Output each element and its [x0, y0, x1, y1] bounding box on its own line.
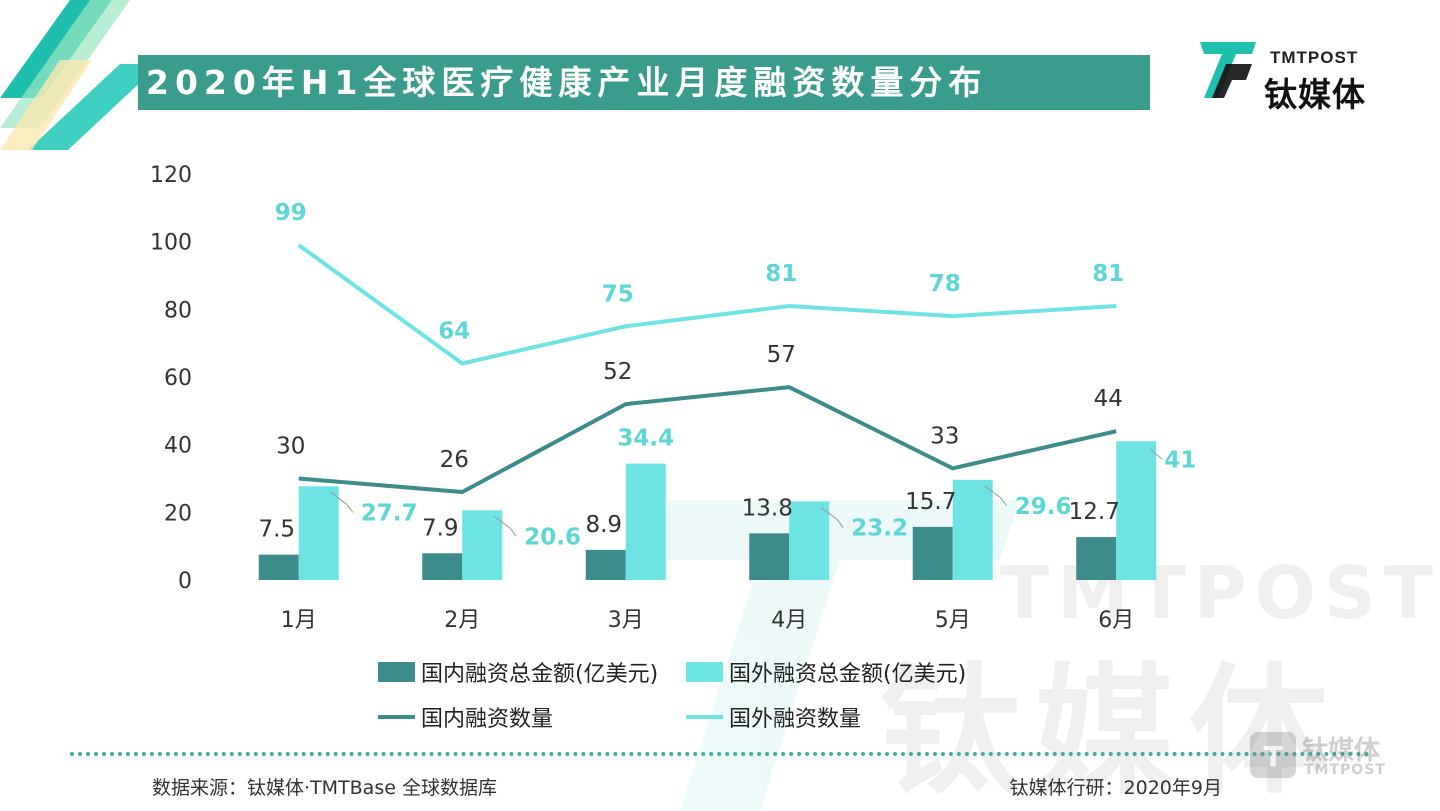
- leader-line: [984, 485, 1008, 507]
- y-tick-label: 0: [178, 569, 192, 594]
- data-label: 78: [929, 271, 961, 297]
- y-tick-label: 120: [150, 163, 192, 188]
- data-label: 13.8: [742, 495, 793, 521]
- brand-logo: TMTPOST 钛媒体: [1196, 36, 1396, 114]
- corner-watermark-cn: 钛媒体: [1302, 736, 1381, 766]
- bar: [422, 553, 463, 580]
- data-labels: 7.5 7.9 8.9 13.8 15.7 12.7 27.7 20.6 34.4 23.2 29.…: [258, 200, 1196, 550]
- bar: [1076, 537, 1117, 580]
- svg-text:T: T: [1263, 740, 1282, 773]
- x-tick-label: 4月: [771, 608, 807, 633]
- data-label: 8.9: [585, 512, 622, 538]
- tmtpost-logo-icon: [1200, 42, 1256, 98]
- data-label: 57: [767, 342, 796, 368]
- data-label: 81: [765, 261, 797, 287]
- bars: [258, 441, 1157, 580]
- x-tick-label: 3月: [608, 608, 644, 633]
- data-label: 27.7: [361, 500, 418, 526]
- logo-text-cn: 钛媒体: [1264, 75, 1366, 114]
- series-line: [297, 243, 1117, 366]
- corner-decoration: [0, 0, 160, 150]
- legend-label: 国外融资总金额(亿美元): [729, 662, 966, 687]
- corner-watermark-en: TMTPOST: [1304, 762, 1386, 778]
- credit-note: 钛媒体行研：2020年9月: [1009, 777, 1222, 799]
- bar: [462, 510, 503, 580]
- legend-label: 国外融资数量: [729, 707, 861, 732]
- lines: [297, 243, 1117, 495]
- data-label: 7.9: [422, 515, 459, 541]
- data-label: 64: [438, 318, 470, 344]
- bar: [1116, 441, 1157, 580]
- data-label: 44: [1094, 386, 1123, 412]
- series-line: [298, 385, 1117, 495]
- corner-watermark: T 钛媒体 TMTPOST: [1248, 728, 1398, 788]
- data-label: 7.5: [258, 517, 295, 543]
- x-tick-label: 2月: [444, 608, 480, 633]
- data-label: 12.7: [1069, 499, 1120, 525]
- data-label: 75: [602, 281, 634, 307]
- source-note: 数据来源：钛媒体·TMTBase 全球数据库: [152, 777, 497, 799]
- watermark-cn: 钛媒体: [880, 651, 1342, 811]
- x-axis: 1月 2月 3月 4月 5月 6月: [281, 608, 1135, 633]
- data-label: 99: [275, 200, 307, 226]
- data-label: 33: [930, 423, 959, 449]
- legend-swatch: [378, 662, 415, 682]
- bar: [258, 554, 299, 580]
- bar: [585, 549, 626, 580]
- data-label: 52: [603, 359, 632, 385]
- data-label: 15.7: [905, 489, 956, 515]
- tmtpost-watermark-icon: T: [1250, 732, 1296, 778]
- leader-line: [493, 515, 517, 537]
- data-label: 30: [276, 434, 305, 460]
- data-label: 81: [1092, 261, 1124, 287]
- x-tick-label: 1月: [281, 608, 317, 633]
- bar: [789, 501, 830, 580]
- data-label: 23.2: [851, 516, 908, 542]
- data-label: 29.6: [1015, 494, 1072, 520]
- y-tick-label: 80: [164, 298, 192, 323]
- legend-label: 国内融资总金额(亿美元): [421, 662, 658, 687]
- bar: [952, 479, 993, 580]
- bar: [625, 463, 666, 580]
- leader-line: [1149, 448, 1163, 460]
- footer-divider: [70, 752, 1370, 756]
- legend-label: 国内融资数量: [421, 707, 553, 732]
- x-tick-label: 5月: [935, 608, 971, 633]
- logo-text-en: TMTPOST: [1270, 48, 1359, 67]
- data-label: 41: [1164, 447, 1196, 473]
- y-tick-label: 40: [164, 434, 192, 459]
- legend-swatch: [686, 662, 723, 682]
- x-tick-label: 6月: [1098, 608, 1134, 633]
- watermark: TMTPOST 钛媒体: [640, 500, 1440, 811]
- y-axis: 0 20 40 60 80 100 120: [150, 163, 192, 594]
- y-tick-label: 20: [164, 501, 192, 526]
- watermark-en: TMTPOST: [1000, 551, 1440, 635]
- bar: [298, 486, 339, 580]
- bar: [749, 533, 790, 580]
- y-tick-label: 60: [164, 366, 192, 391]
- data-label: 26: [440, 447, 469, 473]
- data-label: 20.6: [524, 524, 581, 550]
- leader-line: [330, 491, 354, 513]
- legend: 国内融资总金额(亿美元) 国外融资总金额(亿美元) 国内融资数量 国外融资数量: [378, 662, 966, 732]
- y-tick-label: 100: [150, 231, 192, 256]
- bar: [912, 526, 953, 580]
- leader-line: [820, 507, 844, 528]
- data-label: 34.4: [617, 426, 674, 452]
- page-title: 2020年H1全球医疗健康产业月度融资数量分布: [138, 55, 1150, 110]
